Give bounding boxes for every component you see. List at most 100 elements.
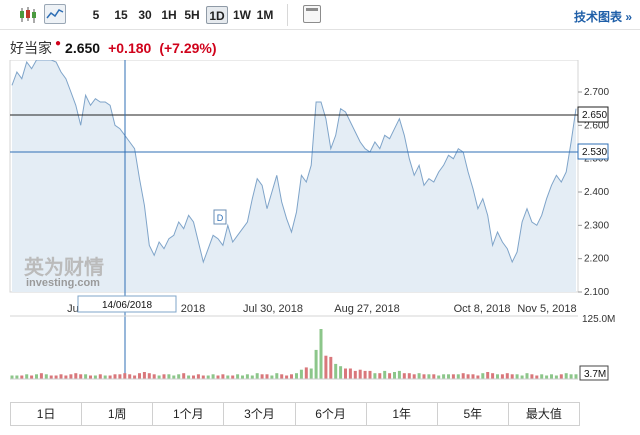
crosshair-price-tag <box>577 143 609 160</box>
volume-bar <box>142 372 146 379</box>
volume-bar <box>157 375 161 379</box>
volume-bars <box>10 329 578 379</box>
interval-15[interactable]: 15 <box>114 8 128 22</box>
range-tab-1y[interactable]: 1年 <box>367 403 438 425</box>
last-price: 2.650 <box>65 40 101 56</box>
volume-axis-tick-max: 125.0M <box>582 314 615 325</box>
volume-bar <box>353 370 357 379</box>
price-chart[interactable]: 英为财情 investing.com D 2.7002.6002.5002.40… <box>0 60 640 400</box>
range-tab-3m[interactable]: 3个月 <box>224 403 296 425</box>
volume-bar <box>216 375 220 379</box>
volume-bar <box>98 374 102 379</box>
volume-bar <box>49 375 53 379</box>
volume-bar <box>128 374 132 379</box>
price-tick-label: 2.400 <box>584 187 609 198</box>
volume-bar <box>383 370 387 379</box>
volume-bar <box>412 374 416 379</box>
volume-bar <box>368 370 372 379</box>
volume-bar <box>520 375 524 379</box>
volume-bar <box>192 375 195 379</box>
volume-bar <box>84 374 88 379</box>
range-tab-5y[interactable]: 5年 <box>438 403 509 425</box>
crosshair-date-tag-label: 14/06/2018 <box>102 300 152 311</box>
volume-bar <box>69 374 73 379</box>
volume-bar <box>103 375 107 379</box>
volume-bar <box>265 374 269 379</box>
volume-bar <box>569 374 573 379</box>
volume-bar <box>290 374 293 379</box>
volume-bar <box>241 375 244 379</box>
volume-bar <box>221 374 225 379</box>
stock-name: 好当家 <box>10 40 52 56</box>
volume-bar <box>285 375 289 379</box>
volume-bar <box>270 375 274 379</box>
volume-bar <box>500 374 504 379</box>
volume-bar <box>309 368 313 379</box>
watermark: 英为财情 investing.com <box>24 255 104 289</box>
price-tick-label: 2.300 <box>584 220 609 231</box>
volume-bar <box>535 375 539 379</box>
interval-1d[interactable]: 1D <box>206 6 228 24</box>
volume-bar <box>334 363 338 379</box>
range-tab-1w[interactable]: 1周 <box>82 403 154 425</box>
volume-bar <box>466 374 470 379</box>
volume-bar <box>530 374 534 379</box>
volume-bar <box>510 374 514 379</box>
interval-5[interactable]: 5 <box>92 8 100 22</box>
volume-bar <box>304 367 308 379</box>
volume-bar <box>515 374 519 379</box>
volume-bar <box>74 373 78 379</box>
volume-bar <box>388 373 392 379</box>
volume-bar <box>39 373 43 379</box>
volume-bar <box>167 374 171 379</box>
volume-bar <box>442 374 446 379</box>
area-chart-icon[interactable] <box>44 4 66 24</box>
volume-bar <box>108 375 112 379</box>
volume-bar <box>525 373 529 379</box>
volume-tag <box>579 365 609 381</box>
volume-bar <box>245 374 249 379</box>
volume-bar <box>554 375 558 379</box>
crosshair-date-tag <box>77 295 177 313</box>
volume-bar <box>20 375 24 379</box>
range-tab-max[interactable]: 最大值 <box>525 407 562 421</box>
volume-bar <box>10 375 14 379</box>
technical-chart-link[interactable]: 技术图表 » <box>573 10 632 24</box>
volume-bar <box>574 374 578 379</box>
volume-bar <box>476 375 480 379</box>
volume-bar <box>118 374 122 379</box>
volume-bar <box>344 368 347 379</box>
date-tick-label: Jul 30, 2018 <box>243 303 303 315</box>
interval-1w[interactable]: 1W <box>233 8 251 22</box>
volume-bar <box>397 370 401 379</box>
range-tab-1m[interactable]: 1个月 <box>153 403 225 425</box>
candlestick-icon[interactable] <box>16 4 38 24</box>
last-price-tag-label: 2.650 <box>582 110 607 121</box>
volume-bar <box>295 373 298 379</box>
volume-bar <box>491 373 495 379</box>
date-tick-label: Aug 27, 2018 <box>334 303 399 315</box>
volume-bar <box>15 375 19 379</box>
chart-toolbar: 5 15 30 1H 5H 1D 1W 1M 技术图表 » <box>0 0 640 30</box>
price-area-fill <box>12 60 576 292</box>
volume-bar <box>172 375 176 379</box>
interval-1m[interactable]: 1M <box>256 8 274 22</box>
volume-tag-label: 3.7M <box>584 369 606 380</box>
interval-5h[interactable]: 5H <box>184 8 200 22</box>
volume-bar <box>363 370 367 379</box>
range-tab-1d[interactable]: 1日 <box>11 403 83 425</box>
price-tick-label: 2.600 <box>584 120 609 131</box>
last-price-tag <box>577 106 609 123</box>
grid-toggle-icon[interactable] <box>303 5 321 23</box>
volume-bar <box>545 375 549 379</box>
volume-bar <box>432 374 436 379</box>
volume-bar <box>393 372 396 379</box>
volume-bar <box>422 374 426 379</box>
range-tab-6m[interactable]: 6个月 <box>296 403 367 425</box>
event-marker[interactable] <box>213 209 227 225</box>
interval-1h[interactable]: 1H <box>161 8 177 22</box>
interval-30[interactable]: 30 <box>138 8 152 22</box>
volume-bar <box>211 374 215 379</box>
volume-bar <box>324 355 328 379</box>
volume-bar <box>505 373 509 379</box>
